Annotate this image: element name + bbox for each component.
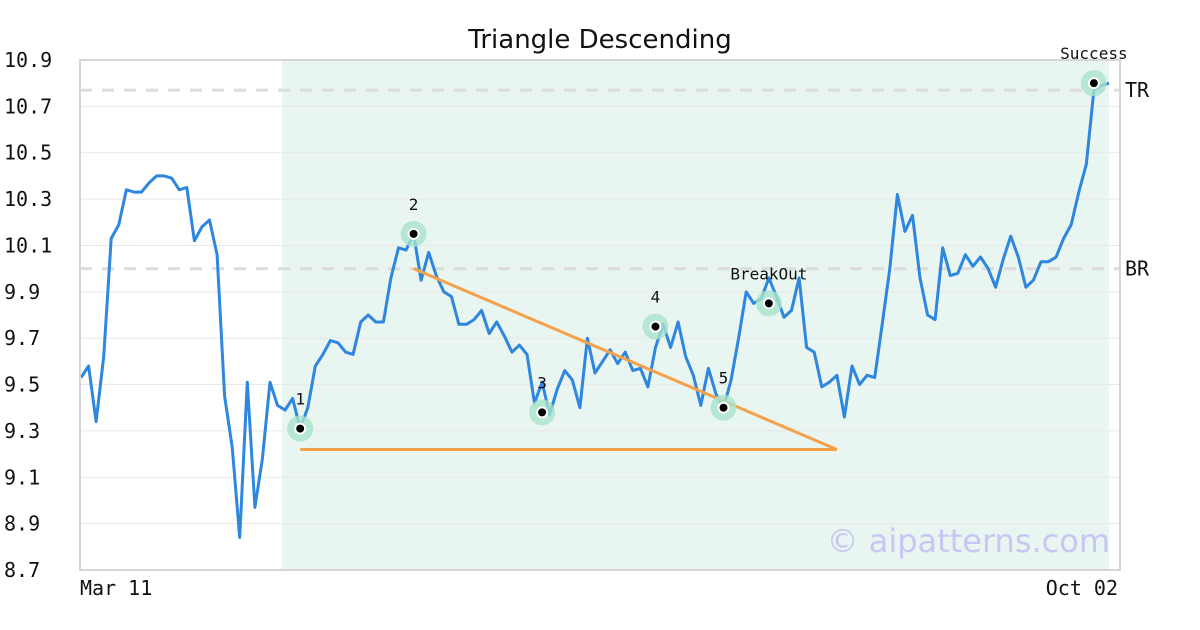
y-tick-label: 10.7 (4, 94, 52, 118)
y-tick-label: 10.1 (4, 233, 52, 257)
level-label: BR (1125, 257, 1150, 281)
x-tick-label: Mar 11 (80, 576, 152, 600)
pattern-highlight-band (282, 60, 1109, 570)
x-tick-label: Oct 02 (1046, 576, 1118, 600)
level-label: TR (1125, 78, 1150, 102)
y-tick-label: 10.5 (4, 141, 52, 165)
marker-label: Success (1060, 44, 1127, 63)
marker-dot (649, 320, 662, 333)
y-tick-label: 10.3 (4, 187, 52, 211)
marker-dot (762, 297, 775, 310)
trendline (412, 267, 838, 451)
y-tick-label: 8.9 (4, 512, 40, 536)
marker-dot (294, 422, 307, 435)
marker-dot (407, 227, 420, 240)
marker-label: 3 (537, 373, 547, 392)
marker-label: 1 (295, 390, 305, 409)
marker-label: 2 (409, 195, 419, 214)
watermark: © aipatterns.com (827, 522, 1110, 560)
y-tick-label: 8.7 (4, 558, 40, 582)
marker-label: 5 (719, 369, 729, 388)
y-tick-label: 10.9 (4, 48, 52, 72)
marker-label: BreakOut (730, 264, 807, 283)
y-tick-label: 9.1 (4, 465, 40, 489)
marker-dot (1087, 77, 1100, 90)
plot-frame (79, 59, 1121, 571)
marker-label: 4 (651, 288, 661, 307)
y-tick-label: 9.9 (4, 280, 40, 304)
y-tick-label: 9.5 (4, 373, 40, 397)
price-series-line (79, 81, 1110, 539)
chart-title: Triangle Descending (467, 25, 731, 55)
marker-dot (536, 406, 549, 419)
marker-dot (717, 401, 730, 414)
y-tick-label: 9.7 (4, 326, 40, 350)
y-tick-label: 9.3 (4, 419, 40, 443)
